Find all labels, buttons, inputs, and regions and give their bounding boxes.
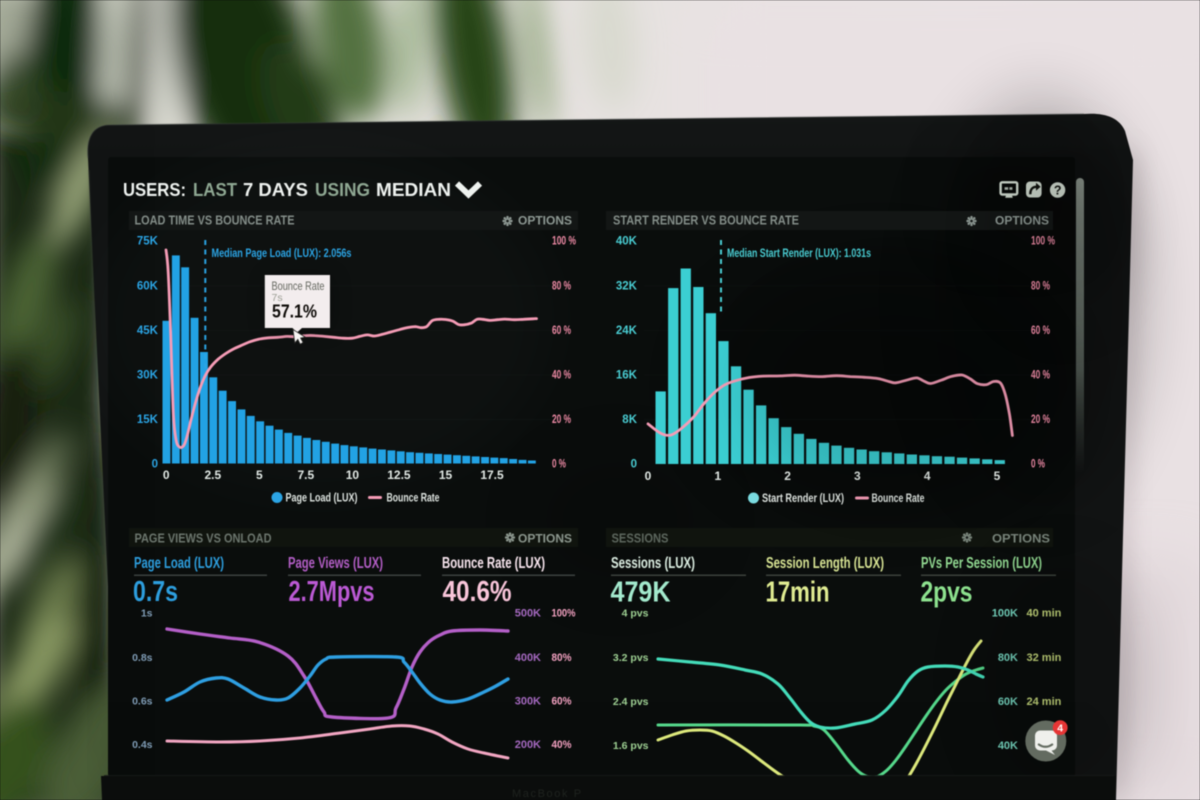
svg-text:Start Render (LUX): Start Render (LUX): [762, 493, 844, 505]
svg-text:1.6 pvs: 1.6 pvs: [613, 740, 649, 752]
svg-text:17.5: 17.5: [480, 468, 504, 482]
svg-text:2.5: 2.5: [204, 468, 221, 482]
svg-text:0.7s: 0.7s: [133, 576, 178, 608]
svg-text:40.6%: 40.6%: [443, 576, 512, 608]
svg-text:75K: 75K: [137, 236, 159, 248]
svg-text:500K: 500K: [515, 608, 541, 620]
svg-text:START RENDER VS BOUNCE RATE: START RENDER VS BOUNCE RATE: [613, 214, 799, 228]
svg-text:4 pvs: 4 pvs: [622, 608, 649, 620]
svg-text:MEDIAN: MEDIAN: [376, 179, 451, 200]
svg-text:2.7Mpvs: 2.7Mpvs: [289, 576, 375, 608]
svg-text:300K: 300K: [515, 696, 541, 708]
svg-text:0: 0: [645, 469, 652, 483]
svg-text:15K: 15K: [137, 414, 159, 426]
svg-text:2.4 pvs: 2.4 pvs: [613, 696, 649, 708]
svg-text:40K: 40K: [616, 236, 638, 248]
svg-text:60K: 60K: [137, 280, 159, 292]
svg-text:479K: 479K: [611, 577, 671, 609]
svg-text:100%: 100%: [552, 608, 576, 620]
svg-text:PVs Per Session (LUX): PVs Per Session (LUX): [921, 555, 1042, 572]
svg-text:5: 5: [994, 469, 1001, 483]
svg-text:Median Page Load (LUX): 2.056s: Median Page Load (LUX): 2.056s: [212, 246, 352, 260]
svg-text:400K: 400K: [515, 652, 541, 664]
svg-text:0.6s: 0.6s: [132, 696, 153, 708]
svg-text:60 %: 60 %: [1031, 325, 1050, 337]
svg-text:3.2 pvs: 3.2 pvs: [613, 652, 649, 664]
svg-text:32K: 32K: [616, 280, 638, 292]
svg-text:OPTIONS: OPTIONS: [518, 532, 572, 546]
svg-text:80%: 80%: [552, 652, 572, 664]
svg-text:1: 1: [714, 469, 721, 483]
svg-text:MacBook P: MacBook P: [512, 788, 583, 800]
svg-text:60%: 60%: [552, 696, 572, 708]
svg-text:OPTIONS: OPTIONS: [518, 214, 572, 228]
svg-text:200K: 200K: [515, 739, 541, 751]
svg-text:17min: 17min: [766, 577, 830, 609]
svg-text:Page Load (LUX): Page Load (LUX): [286, 493, 358, 505]
svg-text:OPTIONS: OPTIONS: [992, 532, 1050, 546]
svg-text:0: 0: [152, 459, 158, 471]
svg-text:Median Start Render (LUX): 1.0: Median Start Render (LUX): 1.031s: [727, 246, 871, 260]
svg-text:Bounce Rate: Bounce Rate: [872, 493, 925, 505]
svg-text:45K: 45K: [137, 325, 159, 337]
svg-text:SESSIONS: SESSIONS: [612, 532, 669, 546]
svg-text:LOAD TIME VS BOUNCE RATE: LOAD TIME VS BOUNCE RATE: [135, 214, 295, 228]
svg-text:10: 10: [346, 468, 360, 482]
svg-text:2: 2: [784, 469, 791, 483]
svg-text:LAST: LAST: [193, 179, 238, 200]
svg-text:8K: 8K: [622, 414, 637, 426]
svg-text:Bounce Rate: Bounce Rate: [387, 493, 440, 505]
svg-text:Session Length (LUX): Session Length (LUX): [766, 555, 884, 572]
svg-text:PAGE VIEWS VS ONLOAD: PAGE VIEWS VS ONLOAD: [135, 532, 272, 546]
svg-text:60 %: 60 %: [552, 325, 571, 337]
svg-text:100 %: 100 %: [552, 236, 576, 248]
svg-text:0.4s: 0.4s: [132, 739, 153, 751]
svg-text:80 %: 80 %: [552, 280, 571, 292]
svg-text:0.8s: 0.8s: [132, 652, 153, 664]
svg-text:2pvs: 2pvs: [921, 577, 973, 609]
svg-text:Sessions (LUX): Sessions (LUX): [611, 555, 695, 572]
svg-text:USERS:: USERS:: [123, 179, 186, 200]
svg-text:7 DAYS: 7 DAYS: [243, 179, 308, 200]
svg-text:7s: 7s: [272, 292, 283, 304]
svg-text:12.5: 12.5: [387, 468, 411, 482]
svg-text:0: 0: [163, 468, 170, 482]
svg-text:7.5: 7.5: [297, 468, 314, 482]
svg-text:15: 15: [439, 468, 453, 482]
svg-text:Page Load (LUX): Page Load (LUX): [134, 555, 224, 572]
svg-text:20 %: 20 %: [552, 414, 571, 426]
svg-text:40 %: 40 %: [552, 369, 571, 381]
svg-text:0 %: 0 %: [552, 459, 566, 471]
svg-text:0: 0: [631, 459, 637, 471]
svg-text:USING: USING: [315, 179, 370, 200]
svg-text:Page Views (LUX): Page Views (LUX): [288, 555, 383, 572]
svg-text:Bounce Rate (LUX): Bounce Rate (LUX): [442, 555, 545, 572]
svg-text:40%: 40%: [552, 739, 572, 751]
svg-text:5: 5: [256, 468, 263, 482]
svg-text:4: 4: [1057, 722, 1063, 734]
svg-text:57.1%: 57.1%: [272, 302, 317, 322]
svg-text:1s: 1s: [141, 608, 153, 620]
svg-text:24K: 24K: [616, 325, 638, 337]
svg-text:30K: 30K: [137, 369, 159, 381]
svg-text:0 %: 0 %: [1031, 459, 1045, 471]
svg-text:Bounce Rate: Bounce Rate: [272, 279, 325, 293]
svg-text:16K: 16K: [616, 369, 638, 381]
